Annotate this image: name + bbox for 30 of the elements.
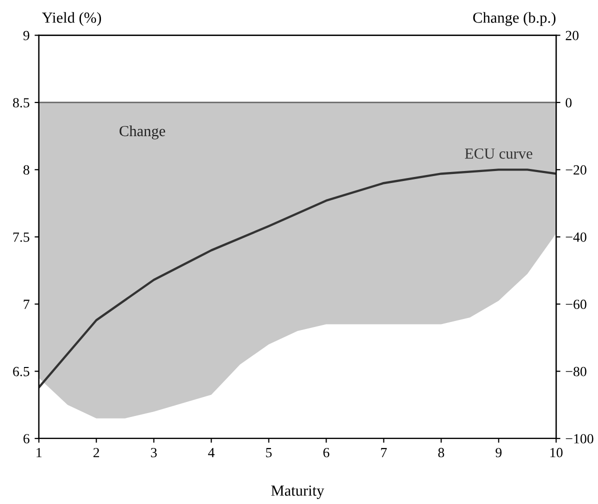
y2-axis-title: Change (b.p.) — [473, 12, 556, 26]
y2-tick-label: 0 — [566, 98, 572, 108]
series-label: ECU curve — [464, 148, 532, 159]
y-tick-label: 8.5 — [13, 98, 30, 108]
x-tick-label: 8 — [438, 448, 444, 458]
x-tick-label: 1 — [36, 448, 42, 458]
x-tick-label: 2 — [93, 448, 100, 458]
x-tick-label: 9 — [496, 448, 502, 458]
y-tick-label: 8 — [23, 165, 30, 175]
x-tick-label: 7 — [381, 448, 387, 458]
x-axis-title: Maturity — [271, 486, 324, 499]
line-series — [38, 168, 556, 389]
y2-tick-label: −20 — [566, 165, 586, 175]
y2-tick-label: −40 — [566, 232, 586, 242]
x-tick-label: 3 — [151, 448, 157, 458]
x-tick-label: 6 — [323, 448, 330, 458]
y-axis-title: Yield (%) — [42, 12, 102, 26]
y2-tick-label: −60 — [566, 300, 586, 310]
x-tick-label: 5 — [266, 448, 272, 458]
x-tick-label: 10 — [550, 448, 563, 458]
y-tick-label: 6.5 — [13, 366, 30, 376]
y2-tick-label: −80 — [566, 366, 586, 376]
y2-tick-label: 20 — [566, 30, 579, 40]
series-label: Change — [120, 125, 166, 140]
y2-tick-label: −100 — [566, 434, 594, 444]
x-tick-label: 4 — [208, 448, 215, 458]
y-tick-label: 9 — [23, 30, 30, 40]
y-tick-label: 7 — [24, 300, 30, 309]
y-tick-label: 7.5 — [13, 232, 30, 242]
y-tick-label: 6 — [23, 434, 30, 444]
